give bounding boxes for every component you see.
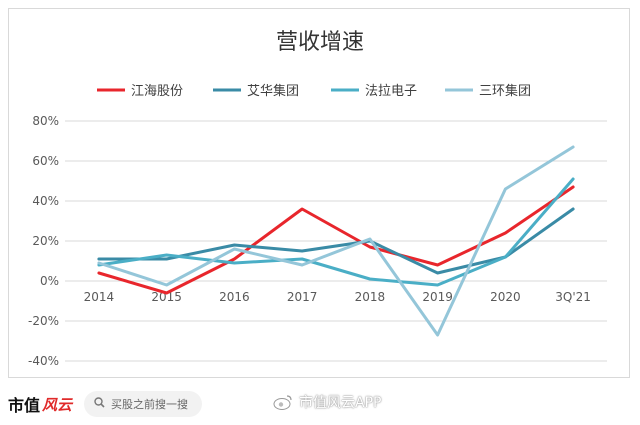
y-tick-label: 20% [32, 234, 59, 248]
legend-label: 江海股份 [131, 84, 183, 99]
x-tick-label: 2015 [151, 290, 182, 304]
y-tick-label: 60% [32, 154, 59, 168]
y-tick-label: 40% [32, 194, 59, 208]
x-tick-label: 2019 [422, 290, 453, 304]
x-tick-label: 2014 [84, 290, 115, 304]
revenue-growth-chart: 营收增速 江海股份 艾华集团 法拉电子 三环集团 80% 60% 40% 20% 0% -20%… [28, 30, 607, 368]
legend-label: 艾华集团 [247, 83, 299, 99]
y-tick-label: -20% [28, 314, 59, 328]
weibo-handle: 市值风云APP [299, 395, 382, 411]
brand-name-part1: 市值 [8, 396, 41, 415]
y-axis-ticks: 80% 60% 40% 20% 0% -20% -40% [28, 114, 59, 368]
footer-bar: 市值 风云 买股之前搜一搜 市值风云APP [8, 386, 630, 422]
series-line [97, 185, 575, 295]
weibo-watermark: 市值风云APP [273, 392, 381, 412]
y-tick-label: 0% [40, 274, 59, 288]
search-placeholder: 买股之前搜一搜 [111, 398, 189, 411]
y-tick-label: 80% [32, 114, 59, 128]
chart-series-lines [97, 145, 575, 337]
chart-title: 营收增速 [276, 30, 364, 55]
search-box[interactable]: 买股之前搜一搜 [84, 391, 203, 417]
chart-frame: 营收增速 江海股份 艾华集团 法拉电子 三环集团 80% 60% 40% 20% 0% -20%… [8, 8, 630, 378]
chart-legend: 江海股份 艾华集团 法拉电子 三环集团 [97, 83, 531, 99]
chart-grid [65, 120, 607, 362]
series-line [97, 177, 575, 287]
x-tick-label: 3Q'21 [555, 290, 591, 304]
series-line [97, 145, 575, 337]
legend-label: 三环集团 [479, 83, 531, 99]
x-tick-label: 2020 [490, 290, 521, 304]
x-tick-label: 2016 [219, 290, 250, 304]
x-tick-label: 2017 [287, 290, 318, 304]
y-tick-label: -40% [28, 354, 59, 368]
x-tick-label: 2018 [355, 290, 386, 304]
legend-label: 法拉电子 [365, 84, 417, 99]
brand-name-part2: 风云 [42, 395, 73, 414]
brand-logo: 市值 风云 [8, 392, 72, 416]
weibo-icon [273, 394, 293, 410]
x-axis-ticks: 2014 2015 2016 2017 2018 2019 2020 3Q'21 [84, 290, 591, 304]
search-icon [94, 397, 105, 411]
